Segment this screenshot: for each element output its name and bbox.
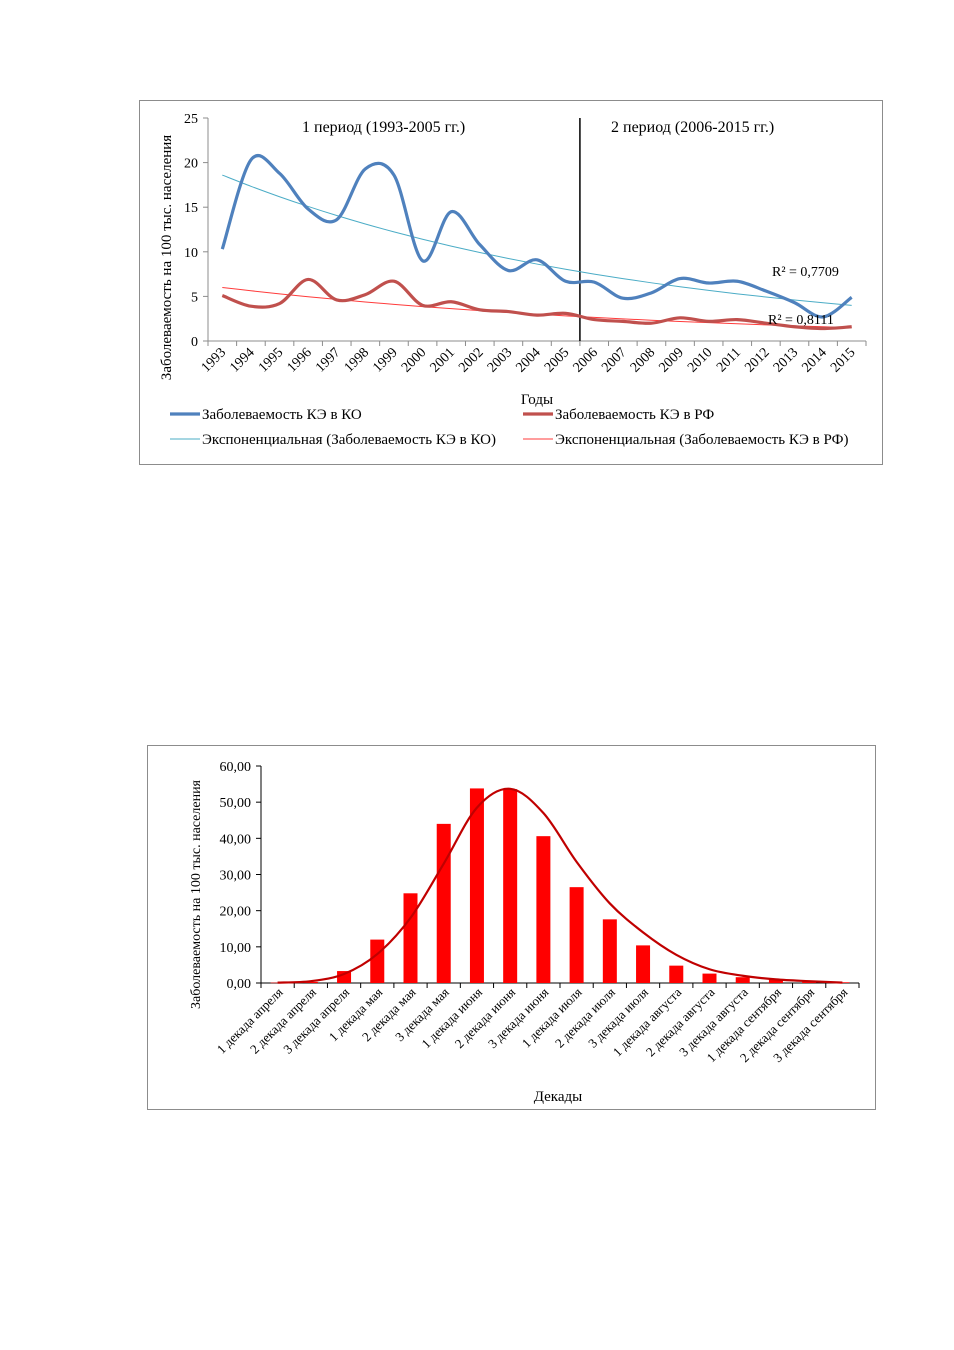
period-1-label: 1 период (1993-2005 гг.) bbox=[302, 119, 465, 136]
y-tick-label: 30,00 bbox=[220, 869, 252, 884]
x-tick-label: 1993 bbox=[199, 345, 229, 375]
x-tick-label: 2012 bbox=[742, 345, 772, 375]
y-axis-title: Заболеваемость на 100 тыс. населения bbox=[159, 135, 175, 380]
x-tick-label: 2002 bbox=[456, 345, 486, 375]
y-tick-label: 40,00 bbox=[220, 832, 252, 847]
x-tick-label: 2005 bbox=[542, 345, 572, 375]
x-tick-label: 1997 bbox=[313, 345, 343, 375]
bar bbox=[669, 965, 684, 983]
legend-label: Заболеваемость КЭ в РФ bbox=[555, 407, 714, 423]
x-tick-label: 2008 bbox=[628, 345, 658, 375]
bar bbox=[636, 945, 651, 983]
series-line bbox=[220, 153, 853, 319]
bar bbox=[503, 789, 518, 983]
bar bbox=[735, 977, 750, 983]
bar bbox=[436, 823, 451, 983]
chart-incidence-by-year: 0 5 10 15 20 25 1993 1994 1995 1996 1997 1998 1999 20… bbox=[139, 100, 883, 465]
y-tick-label: 50,00 bbox=[220, 796, 252, 811]
bar bbox=[602, 919, 617, 983]
trend-line bbox=[222, 174, 852, 306]
x-tick-label: 2007 bbox=[599, 345, 629, 375]
y-tick-label: 15 bbox=[184, 201, 198, 216]
x-tick-label: 1999 bbox=[370, 345, 400, 375]
x-tick-label: 2003 bbox=[485, 345, 515, 375]
bar bbox=[270, 982, 285, 984]
x-tick-label: 2004 bbox=[513, 345, 543, 375]
r2-ko-label: R² = 0,7709 bbox=[772, 265, 839, 280]
x-tick-label: 1998 bbox=[342, 345, 372, 375]
y-tick-label: 10,00 bbox=[220, 941, 252, 956]
x-tick-label: 2010 bbox=[685, 345, 715, 375]
bar bbox=[768, 979, 783, 983]
x-tick-label: 2006 bbox=[571, 345, 601, 375]
x-tick-label: 1994 bbox=[227, 345, 257, 375]
y-axis-title: Заболеваемость на 100 тыс. населения bbox=[189, 779, 204, 1009]
x-tick-label: 2000 bbox=[399, 345, 429, 375]
chart-incidence-by-decade: 0,00 10,00 20,00 30,00 40,00 50,00 60,00 1 дека… bbox=[147, 745, 876, 1110]
r2-rf-label: R² = 0,8111 bbox=[768, 313, 834, 328]
x-tick-label: 2001 bbox=[428, 345, 458, 375]
legend-label: Заболеваемость КЭ в КО bbox=[202, 407, 362, 423]
y-tick-label: 20 bbox=[184, 157, 198, 172]
bar bbox=[702, 973, 717, 983]
x-tick-label: 2013 bbox=[771, 345, 801, 375]
y-tick-label: 60,00 bbox=[220, 760, 252, 775]
bar bbox=[337, 971, 352, 983]
y-tick-label: 5 bbox=[191, 290, 198, 305]
legend-label: Экспоненциальная (Заболеваемость КЭ в КО… bbox=[202, 432, 496, 448]
x-axis-title: Декады bbox=[534, 1089, 583, 1105]
y-tick-label: 10 bbox=[184, 246, 198, 261]
y-tick-label: 0 bbox=[191, 335, 198, 350]
y-tick-label: 25 bbox=[184, 112, 198, 127]
x-tick-label: 2014 bbox=[800, 345, 830, 375]
bar bbox=[536, 836, 551, 983]
chart-incidence-by-year-svg: 0510152025199319941995199619971998199920… bbox=[159, 112, 867, 448]
series-line bbox=[221, 277, 852, 331]
x-tick-label: 1996 bbox=[285, 345, 315, 375]
x-tick-label: 2015 bbox=[828, 345, 858, 375]
legend-label: Экспоненциальная (Заболеваемость КЭ в РФ… bbox=[555, 432, 848, 448]
bar bbox=[569, 887, 584, 983]
x-tick-label: 2011 bbox=[714, 345, 744, 375]
y-tick-label: 0,00 bbox=[227, 977, 252, 992]
bar bbox=[469, 788, 484, 983]
bar bbox=[403, 893, 418, 983]
x-tick-label: 1995 bbox=[256, 345, 286, 375]
y-tick-label: 20,00 bbox=[220, 905, 252, 920]
bar bbox=[303, 981, 318, 983]
x-tick-label: 2009 bbox=[656, 345, 686, 375]
bar bbox=[370, 939, 385, 983]
x-axis-title: Годы bbox=[521, 392, 553, 408]
period-2-label: 2 период (2006-2015 гг.) bbox=[611, 119, 774, 136]
fit-curve bbox=[277, 787, 843, 984]
